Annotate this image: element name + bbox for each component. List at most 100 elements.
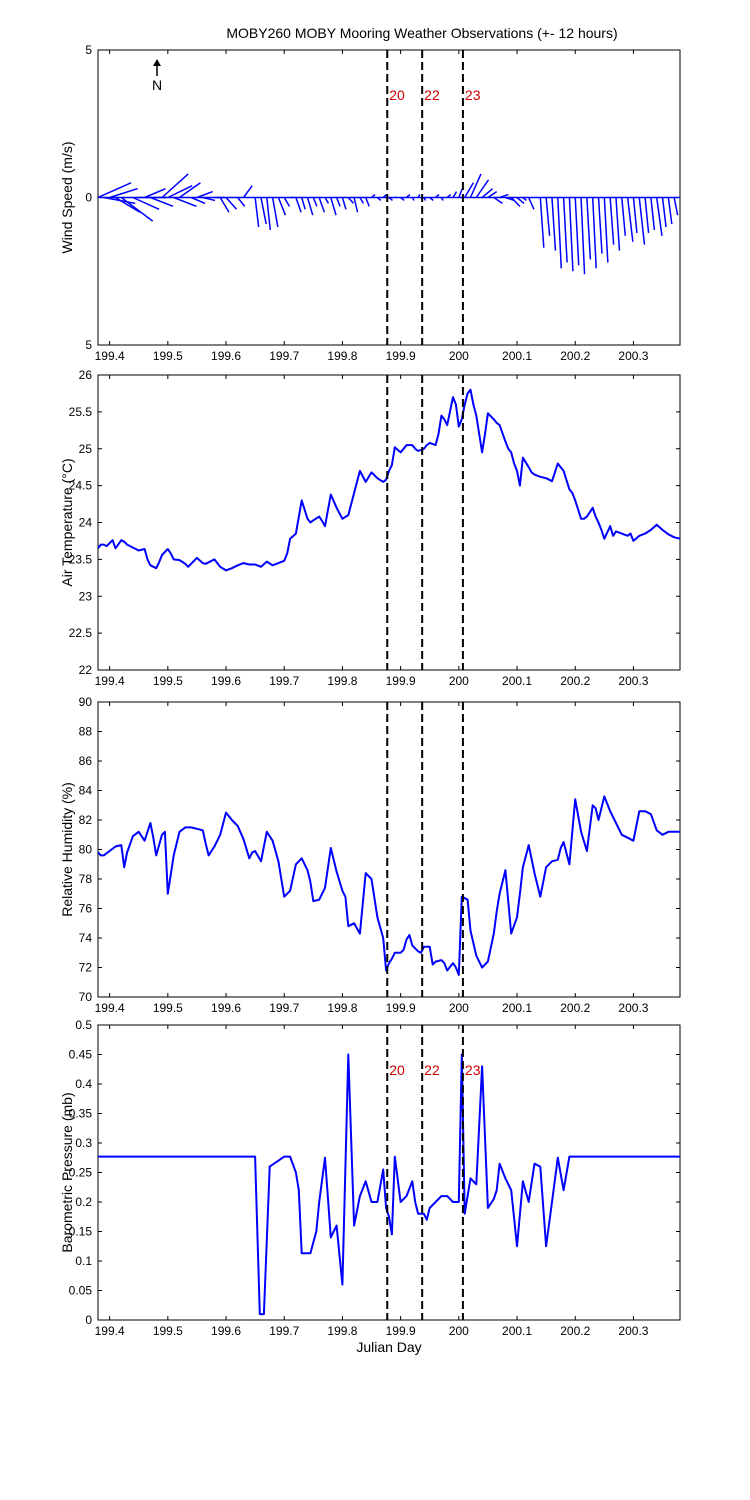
barometric-pressure-panel: 199.4 199.5 199.6 199.7 199.8 199.9 200 200.1 20… (59, 1018, 681, 1355)
y-tick-label: 70 (79, 990, 93, 1004)
axes-frame (97, 374, 681, 671)
x-tick-label: 199.6 (211, 1324, 241, 1338)
wind-vector (574, 197, 580, 266)
wind-vector (661, 197, 667, 228)
x-tick-label: 199.5 (153, 1324, 183, 1338)
wind-vector (609, 197, 615, 245)
axes-frame (97, 701, 681, 998)
figure-title: MOBY260 MOBY Mooring Weather Observation… (226, 25, 617, 41)
y-tick-label: 82 (79, 813, 93, 827)
time-marker-label: 22 (424, 1062, 440, 1078)
wind-vector (638, 197, 646, 245)
y-tick-label: 25 (79, 442, 93, 456)
wind-vector (435, 193, 440, 199)
relative-humidity-panel: 199.4 199.5 199.6 199.7 199.8 199.9 200 200.1 20… (59, 695, 681, 1015)
y-tick-label: 0.05 (69, 1284, 93, 1298)
wind-vector (516, 196, 525, 204)
y-tick-label: 22 (79, 663, 93, 677)
wind-vector (626, 197, 634, 242)
wind-vector (300, 197, 306, 210)
wind-vector (260, 197, 267, 225)
wind-vector (539, 197, 545, 248)
x-tick-label: 200.2 (560, 674, 590, 688)
wind-vector (493, 196, 503, 205)
x-tick-label: 199.5 (153, 1001, 183, 1015)
wind-vector (318, 197, 326, 213)
wind-vector (283, 197, 291, 207)
x-tick-label: 200.2 (560, 1001, 590, 1015)
x-tick-label: 199.4 (95, 674, 125, 688)
x-tick-label: 200 (449, 1324, 469, 1338)
x-tick-label: 199.8 (327, 1001, 357, 1015)
wind-vector (219, 197, 230, 213)
wind-vector (452, 191, 458, 198)
wind-vector (568, 197, 574, 272)
wind-vector (527, 197, 535, 210)
wind-vector (417, 194, 421, 198)
wind-vector (440, 197, 444, 201)
y-tick-label: 0.4 (75, 1077, 92, 1091)
wind-vector (458, 188, 464, 198)
x-tick-label: 199.9 (386, 1001, 416, 1015)
wind-vector (591, 197, 597, 269)
x-tick-label: 200 (449, 349, 469, 363)
wind-vector (324, 197, 330, 204)
x-tick-label: 199.6 (211, 674, 241, 688)
time-marker-label: 20 (389, 1062, 405, 1078)
x-tick-label: 199.6 (211, 1001, 241, 1015)
wind-vector (597, 197, 603, 254)
wind-vector (306, 197, 314, 216)
y-tick-label: 0.1 (75, 1254, 92, 1268)
y-axis-label: Wind Speed (m/s) (59, 141, 75, 253)
wind-vector (376, 196, 382, 202)
wind-vector (522, 196, 527, 202)
time-marker-label: 22 (424, 87, 440, 103)
y-tick-label: 0 (85, 191, 92, 205)
wind-vector (655, 197, 663, 236)
wind-vector (365, 197, 370, 207)
wind-vector (237, 197, 246, 207)
x-tick-label: 200 (449, 674, 469, 688)
x-tick-label: 200 (449, 1001, 469, 1015)
x-tick-label: 199.8 (327, 349, 357, 363)
x-tick-label: 199.8 (327, 1324, 357, 1338)
y-axis-label: Barometric Pressure (mb) (59, 1092, 75, 1252)
x-tick-label: 200.1 (502, 349, 532, 363)
wind-vector (115, 196, 141, 213)
north-label: N (152, 77, 162, 93)
wind-vector (446, 193, 452, 199)
y-tick-label: 0.3 (75, 1136, 92, 1150)
time-marker-label: 23 (465, 1062, 481, 1078)
wind-speed-panel: 199.4 199.5 199.6 199.7 199.8 199.9 200 200.1 20… (59, 43, 681, 363)
wind-vector (557, 197, 563, 269)
y-tick-label: 0.5 (75, 1018, 92, 1032)
wind-vector (277, 197, 287, 216)
y-tick-label: 22.5 (69, 626, 93, 640)
y-tick-label: 0 (85, 1313, 92, 1327)
plot-area (98, 388, 680, 572)
wind-vector (266, 197, 272, 231)
wind-vector (487, 190, 498, 199)
x-tick-label: 200.3 (618, 349, 648, 363)
wind-vector (202, 196, 216, 202)
wind-vector (562, 197, 568, 263)
x-tick-label: 200.1 (502, 674, 532, 688)
x-tick-label: 199.7 (269, 1324, 299, 1338)
x-tick-label: 199.4 (95, 1001, 125, 1015)
y-tick-label: 0.2 (75, 1195, 92, 1209)
wind-vector (341, 197, 347, 210)
wind-vector (615, 197, 621, 251)
wind-vector (347, 197, 355, 204)
wind-vector (144, 187, 166, 199)
y-tick-label: 86 (79, 754, 93, 768)
wind-vector (673, 197, 679, 216)
x-tick-label: 200.2 (560, 1324, 590, 1338)
data-line (98, 795, 680, 976)
x-tick-label: 199.9 (386, 1324, 416, 1338)
wind-vector (167, 185, 193, 199)
wind-vector (98, 182, 132, 199)
x-tick-label: 200.3 (618, 1324, 648, 1338)
wind-vector (551, 197, 557, 251)
wind-vector (481, 188, 494, 199)
